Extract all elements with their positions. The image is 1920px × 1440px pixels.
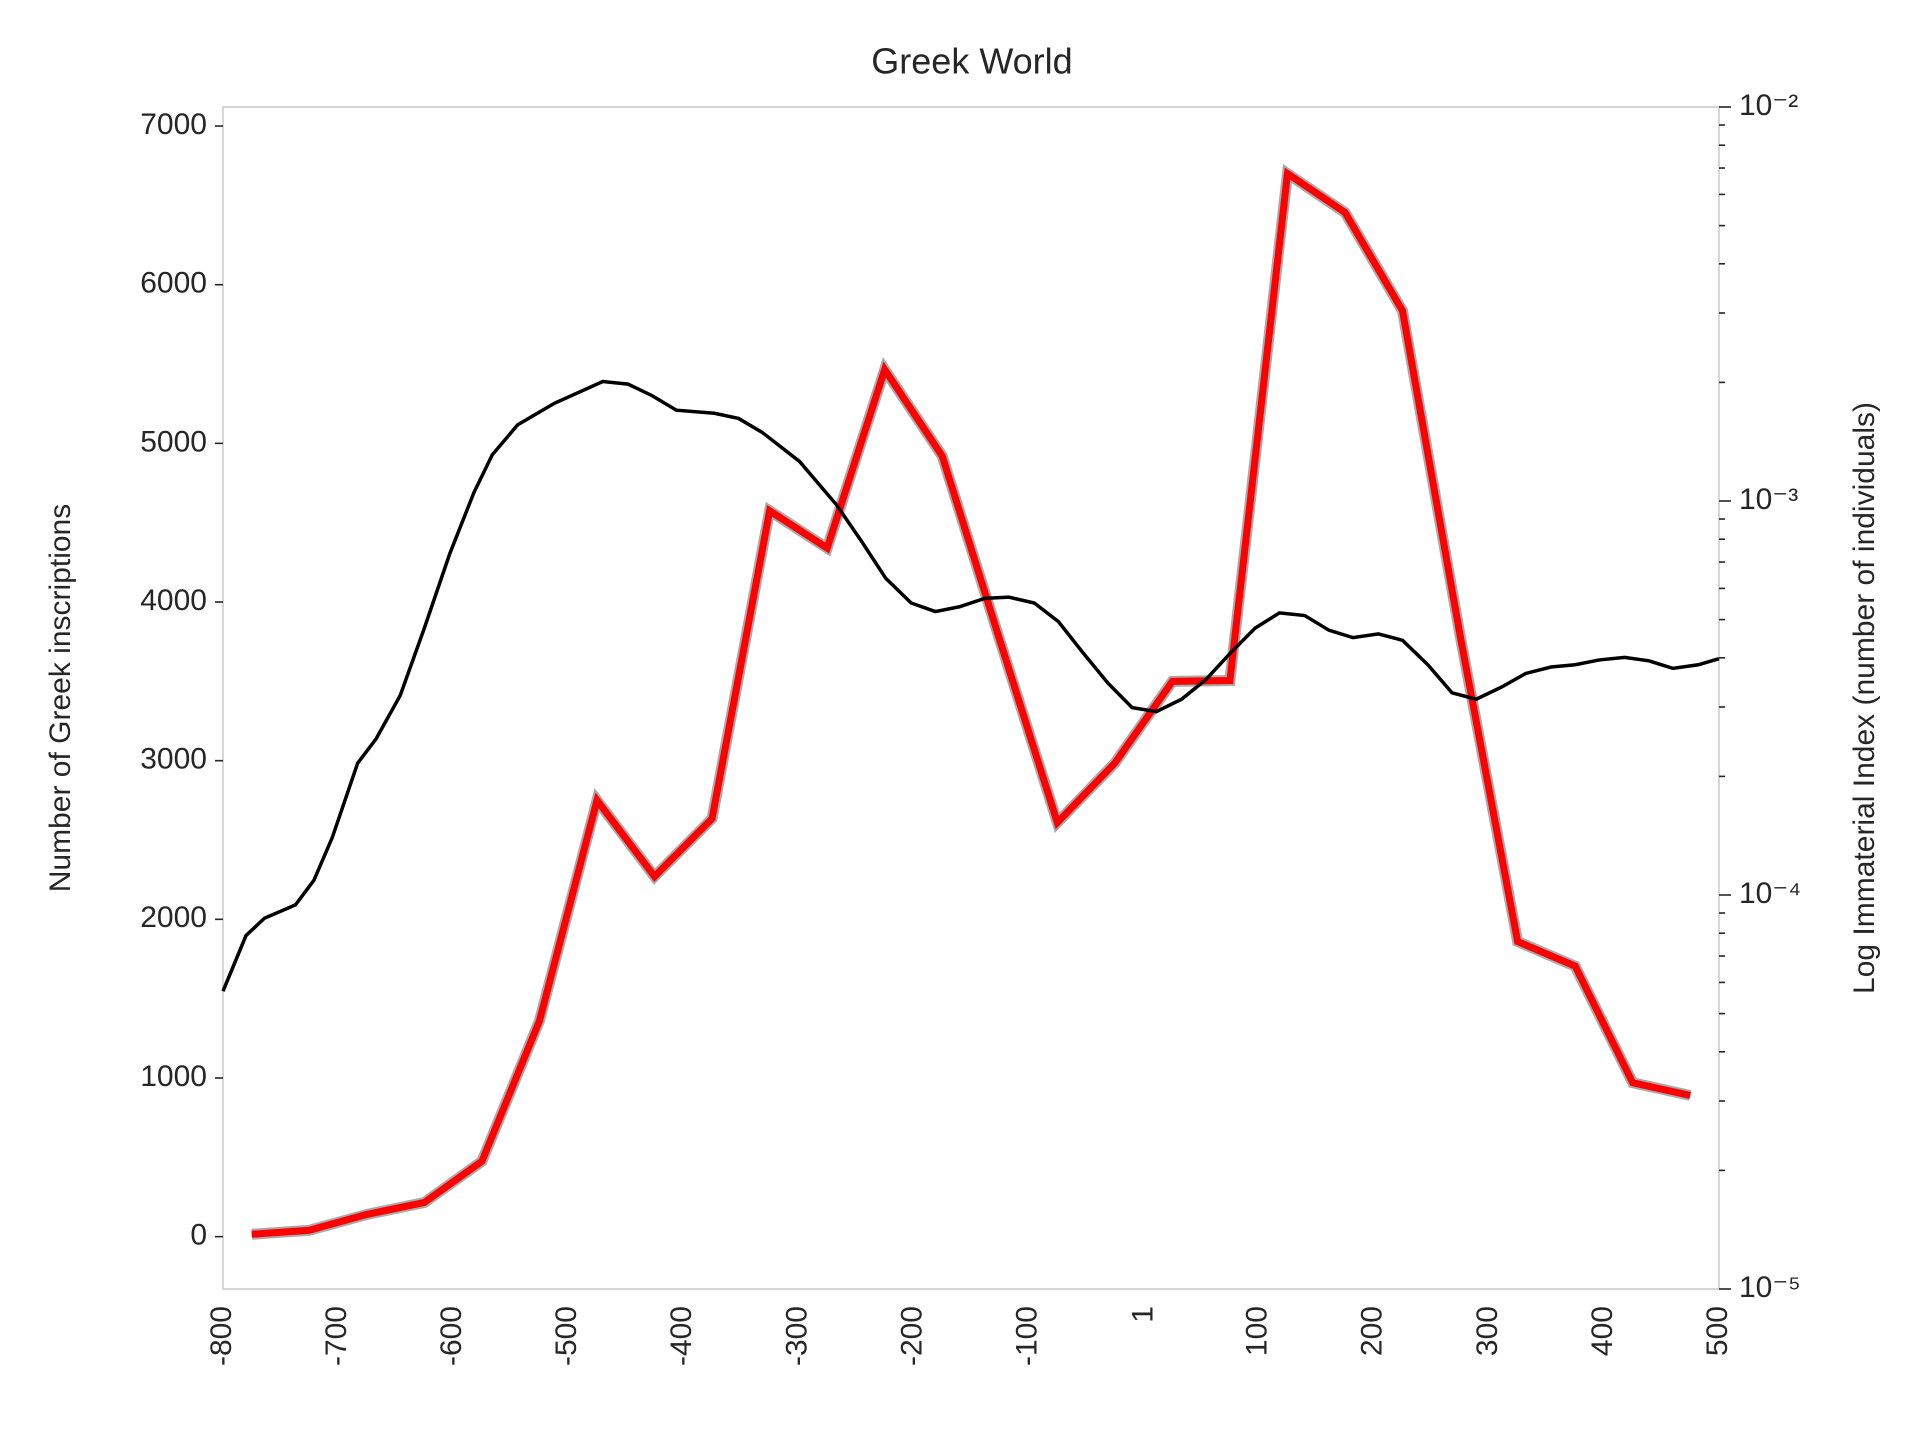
x-tick-label: 100	[1241, 1306, 1274, 1356]
plot-frame	[222, 106, 1720, 1290]
series-line	[251, 167, 1691, 1238]
x-tick-label: -600	[435, 1306, 468, 1366]
y-tick-label: 2000	[140, 901, 207, 934]
x-tick-label: -400	[665, 1306, 698, 1366]
y-tick-label: 4000	[140, 584, 207, 617]
y-tick-label: 1000	[140, 1060, 207, 1093]
x-tick-label: 400	[1586, 1306, 1619, 1356]
x-tick-label: 300	[1471, 1306, 1504, 1356]
y2-tick-label: 10⁻²	[1739, 89, 1798, 122]
y2-tick-label: 10⁻⁴	[1739, 877, 1801, 910]
y-axis-label: Number of Greek inscriptions	[44, 504, 77, 892]
x-tick-label: -200	[895, 1306, 928, 1366]
x-tick-label: 1	[1127, 1306, 1160, 1323]
y-tick-label: 5000	[140, 425, 207, 458]
x-tick-label: -300	[780, 1306, 813, 1366]
chart-title: Greek World	[871, 41, 1072, 82]
y-tick-label: 0	[190, 1219, 207, 1252]
series-line	[221, 379, 1720, 992]
x-tick-label: 200	[1356, 1306, 1389, 1356]
x-tick-label: 500	[1701, 1306, 1734, 1356]
x-tick-label: -100	[1010, 1306, 1043, 1366]
x-tick-label: -700	[320, 1306, 353, 1366]
x-tick-label: -500	[550, 1306, 583, 1366]
x-tick-label: -800	[205, 1306, 238, 1366]
y-tick-label: 3000	[140, 743, 207, 776]
y-tick-label: 6000	[140, 267, 207, 300]
y2-tick-label: 10⁻⁵	[1739, 1271, 1801, 1304]
y2-tick-label: 10⁻³	[1739, 483, 1798, 516]
y2-axis-label: Log Immaterial Index (number of individu…	[1848, 402, 1881, 994]
y-tick-label: 7000	[140, 108, 207, 141]
